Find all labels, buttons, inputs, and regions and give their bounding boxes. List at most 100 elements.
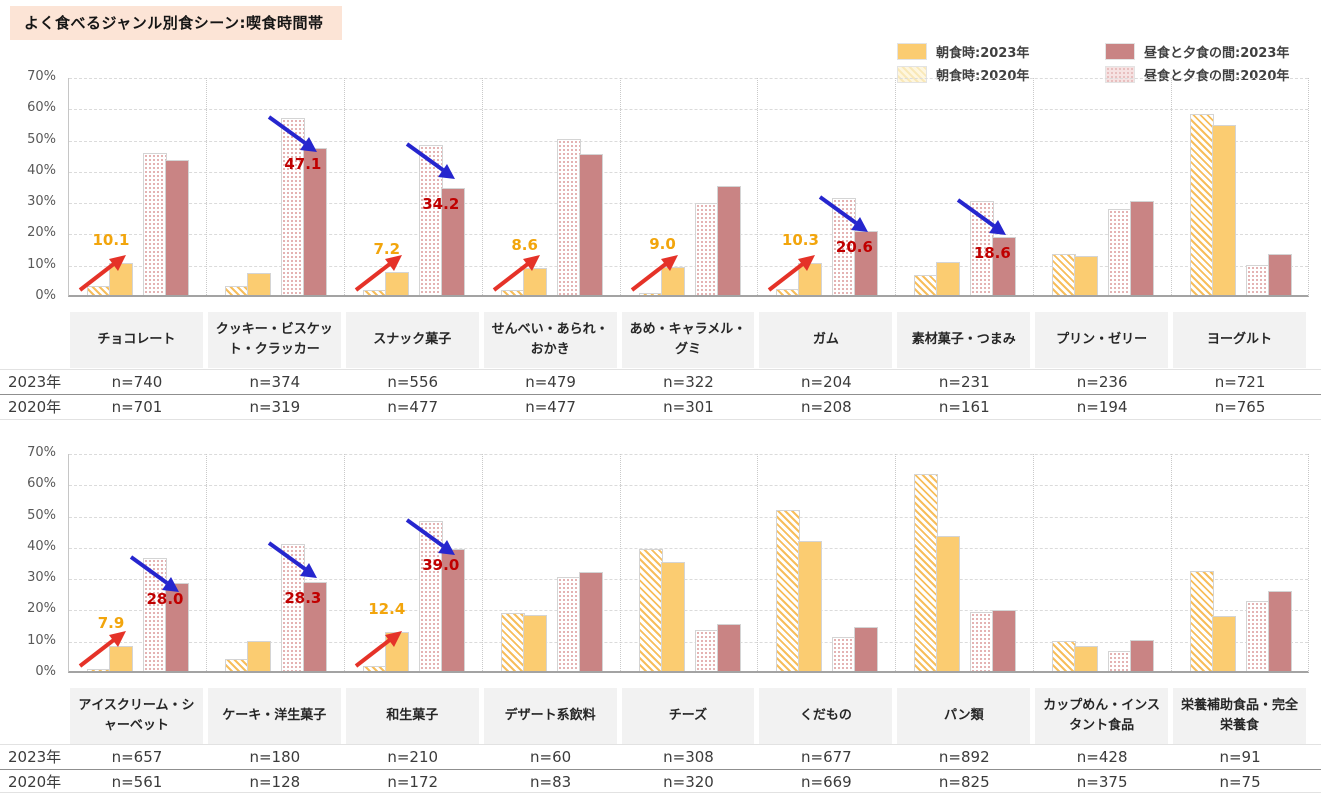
bar-morning-2023 bbox=[1212, 124, 1237, 295]
category-label: クッキー・ビスケット・クラッカー bbox=[207, 312, 341, 368]
n-value-2020: n=701 bbox=[111, 398, 163, 416]
legend-label-morning-2023: 朝食時:2023年 bbox=[936, 45, 1030, 61]
grid-line bbox=[69, 454, 1308, 455]
category-group bbox=[1034, 454, 1173, 671]
bar-between-2023 bbox=[302, 582, 327, 671]
category-group bbox=[896, 454, 1035, 671]
red-arrow-icon bbox=[629, 251, 681, 293]
bar-morning-2023 bbox=[798, 541, 823, 671]
bar-morning-2023 bbox=[660, 561, 685, 671]
n-value-2023: n=556 bbox=[387, 373, 439, 391]
grid-line bbox=[69, 171, 1308, 173]
y-axis-tick: 60% bbox=[27, 100, 56, 116]
blue-arrow-icon bbox=[816, 192, 872, 236]
n-value-2023: n=677 bbox=[801, 748, 852, 766]
category-group: 12.4 39.0 bbox=[345, 454, 483, 671]
n-value-2023: n=180 bbox=[249, 748, 301, 766]
bar-between-2023 bbox=[992, 610, 1017, 671]
n-value-2020: n=75 bbox=[1219, 773, 1261, 791]
category-label: ケーキ・洋生菓子 bbox=[207, 688, 341, 744]
n-value-2023: n=657 bbox=[111, 748, 163, 766]
bar-between-2023 bbox=[716, 624, 741, 671]
n-value-2023: n=231 bbox=[938, 373, 990, 391]
bar-between-2023 bbox=[1268, 591, 1293, 671]
blue-arrow-icon bbox=[954, 195, 1010, 239]
y-axis-tick: 30% bbox=[27, 194, 56, 210]
row-label-2023: 2023年 bbox=[8, 373, 62, 391]
category-group: 7.9 28.0 bbox=[69, 454, 207, 671]
bar-between-2020 bbox=[1246, 600, 1271, 671]
bar-morning-2023 bbox=[1212, 616, 1237, 671]
bar-between-2020 bbox=[694, 630, 719, 671]
value-label-between: 39.0 bbox=[422, 555, 460, 574]
value-label-morning: 10.1 bbox=[92, 231, 130, 250]
value-label-between: 18.6 bbox=[973, 243, 1011, 262]
grid-line bbox=[69, 610, 1308, 612]
grid-line bbox=[69, 234, 1308, 236]
row-label-2020: 2020年 bbox=[8, 773, 62, 791]
red-arrow-icon bbox=[353, 627, 405, 669]
plot-area: 10.1 47.1 7.2 34.2 8.6 9.0 10.3 20.6 18.6 bbox=[68, 78, 1309, 297]
red-arrow-icon bbox=[77, 251, 129, 293]
value-label-morning: 12.4 bbox=[368, 600, 406, 619]
grid-line bbox=[69, 516, 1308, 518]
grid-line bbox=[69, 547, 1308, 549]
y-axis-tick: 40% bbox=[27, 538, 56, 554]
n-value-2023: n=428 bbox=[1076, 748, 1128, 766]
y-axis-tick: 40% bbox=[27, 162, 56, 178]
n-value-2023: n=308 bbox=[663, 748, 714, 766]
n-value-2020: n=825 bbox=[938, 773, 990, 791]
value-label-morning: 9.0 bbox=[649, 234, 676, 253]
n-value-2020: n=319 bbox=[249, 398, 301, 416]
grid-line bbox=[69, 78, 1308, 79]
bar-morning-2023 bbox=[1074, 255, 1099, 295]
bar-morning-2023 bbox=[384, 272, 409, 295]
bar-between-2020 bbox=[832, 636, 857, 671]
y-axis-tick: 50% bbox=[27, 507, 56, 523]
value-label-between: 28.3 bbox=[284, 589, 322, 608]
category-label: アイスクリーム・シャーベット bbox=[70, 688, 203, 744]
category-label: スナック菓子 bbox=[345, 312, 479, 368]
y-axis-tick: 70% bbox=[27, 445, 56, 460]
category-label: 栄養補助食品・完全栄養食 bbox=[1173, 688, 1306, 744]
bar-between-2023 bbox=[1130, 639, 1155, 671]
category-group bbox=[621, 454, 759, 671]
bar-between-2020 bbox=[418, 520, 443, 671]
category-label: せんべい・あられ・おかき bbox=[483, 312, 617, 368]
value-label-morning: 7.9 bbox=[97, 614, 125, 633]
grid-line bbox=[69, 265, 1308, 267]
category-label: デザート系飲料 bbox=[483, 688, 617, 744]
category-group bbox=[1034, 78, 1173, 295]
n-value-2020: n=375 bbox=[1076, 773, 1128, 791]
grid-line bbox=[69, 579, 1308, 581]
category-label: くだもの bbox=[759, 688, 893, 744]
category-group: 10.1 bbox=[69, 78, 207, 295]
n-value-2023: n=204 bbox=[801, 373, 852, 391]
category-label: あめ・キャラメル・グミ bbox=[621, 312, 755, 368]
blue-arrow-icon bbox=[265, 538, 321, 582]
n-value-2023: n=374 bbox=[249, 373, 301, 391]
n-value-2020: n=477 bbox=[525, 398, 576, 416]
y-axis-tick: 0% bbox=[35, 664, 56, 679]
category-label: チーズ bbox=[621, 688, 755, 744]
n-value-2020: n=669 bbox=[801, 773, 852, 791]
bar-morning-2023 bbox=[660, 266, 685, 295]
grid-line bbox=[69, 109, 1308, 111]
table-divider bbox=[0, 792, 1321, 793]
y-axis-tick: 20% bbox=[27, 601, 56, 617]
category-label: プリン・ゼリー bbox=[1035, 312, 1169, 368]
bar-between-2023 bbox=[578, 154, 603, 295]
category-label: 和生菓子 bbox=[345, 688, 479, 744]
category-group bbox=[1172, 78, 1310, 295]
n-value-2023: n=236 bbox=[1076, 373, 1128, 391]
category-label: ガム bbox=[759, 312, 893, 368]
bar-morning-2020 bbox=[224, 285, 249, 295]
bar-between-2020 bbox=[556, 577, 581, 671]
category-group: 10.3 20.6 bbox=[758, 78, 897, 295]
category-group: 8.6 bbox=[483, 78, 621, 295]
y-axis-tick: 10% bbox=[27, 632, 56, 648]
bar-between-2023 bbox=[716, 185, 741, 295]
bar-between-2020 bbox=[1108, 650, 1133, 671]
category-group: 28.3 bbox=[207, 454, 345, 671]
n-value-2020: n=194 bbox=[1076, 398, 1128, 416]
